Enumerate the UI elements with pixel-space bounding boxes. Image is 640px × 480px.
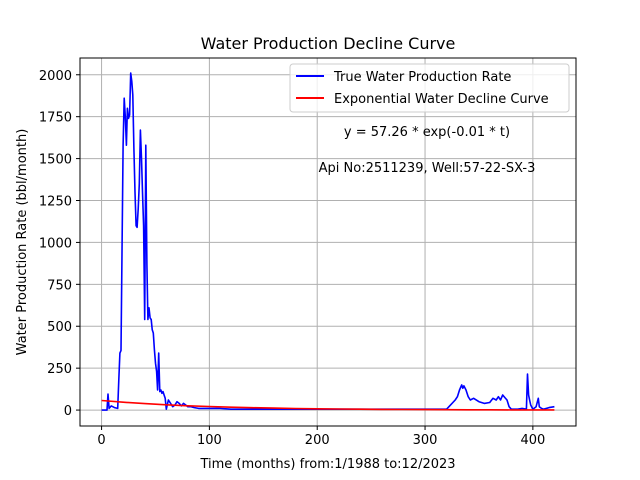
y-tick-label: 750 (47, 278, 72, 293)
y-tick-label: 1750 (39, 111, 72, 126)
legend: True Water Production Rate Exponential W… (289, 63, 570, 113)
x-tick-label: 400 (520, 433, 545, 448)
equation-annotation: y = 57.26 * exp(-0.01 * t) (344, 125, 510, 140)
chart-title: Water Production Decline Curve (201, 34, 456, 53)
ticks: 0 100 200 300 400 0 250 500 750 1000 1250 1500 1750 2… (39, 69, 545, 448)
x-axis-label: Time (months) from:1/1988 to:12/2023 (199, 457, 455, 472)
x-tick-label: 300 (413, 433, 438, 448)
exponential-decline-line (101, 399, 555, 411)
true-water-production-line (101, 72, 555, 411)
y-tick-label: 1000 (39, 236, 72, 251)
legend-label-true-rate: True Water Production Rate (333, 70, 511, 85)
well-annotation: Api No:2511239, Well:57-22-SX-3 (319, 161, 536, 176)
x-tick-label: 200 (305, 433, 330, 448)
y-tick-label: 250 (47, 362, 72, 377)
series-layer (101, 72, 555, 411)
y-tick-label: 500 (47, 320, 72, 335)
x-tick-label: 0 (97, 433, 105, 448)
y-tick-label: 2000 (39, 69, 72, 84)
x-tick-label: 100 (197, 433, 222, 448)
y-tick-label: 1250 (39, 195, 72, 210)
legend-label-exponential: Exponential Water Decline Curve (334, 92, 549, 107)
y-tick-label: 0 (64, 404, 72, 419)
y-tick-label: 1500 (39, 153, 72, 168)
y-axis-label: Water Production Rate (bbl/month) (15, 129, 30, 356)
legend-box (289, 63, 570, 113)
